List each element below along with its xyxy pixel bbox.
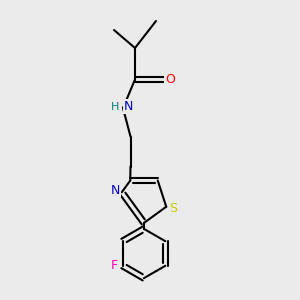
Text: F: F [111,259,118,272]
Text: H: H [110,101,119,112]
Text: O: O [165,73,175,86]
Text: N: N [110,184,120,197]
Text: S: S [169,202,177,215]
Text: N: N [124,100,133,113]
